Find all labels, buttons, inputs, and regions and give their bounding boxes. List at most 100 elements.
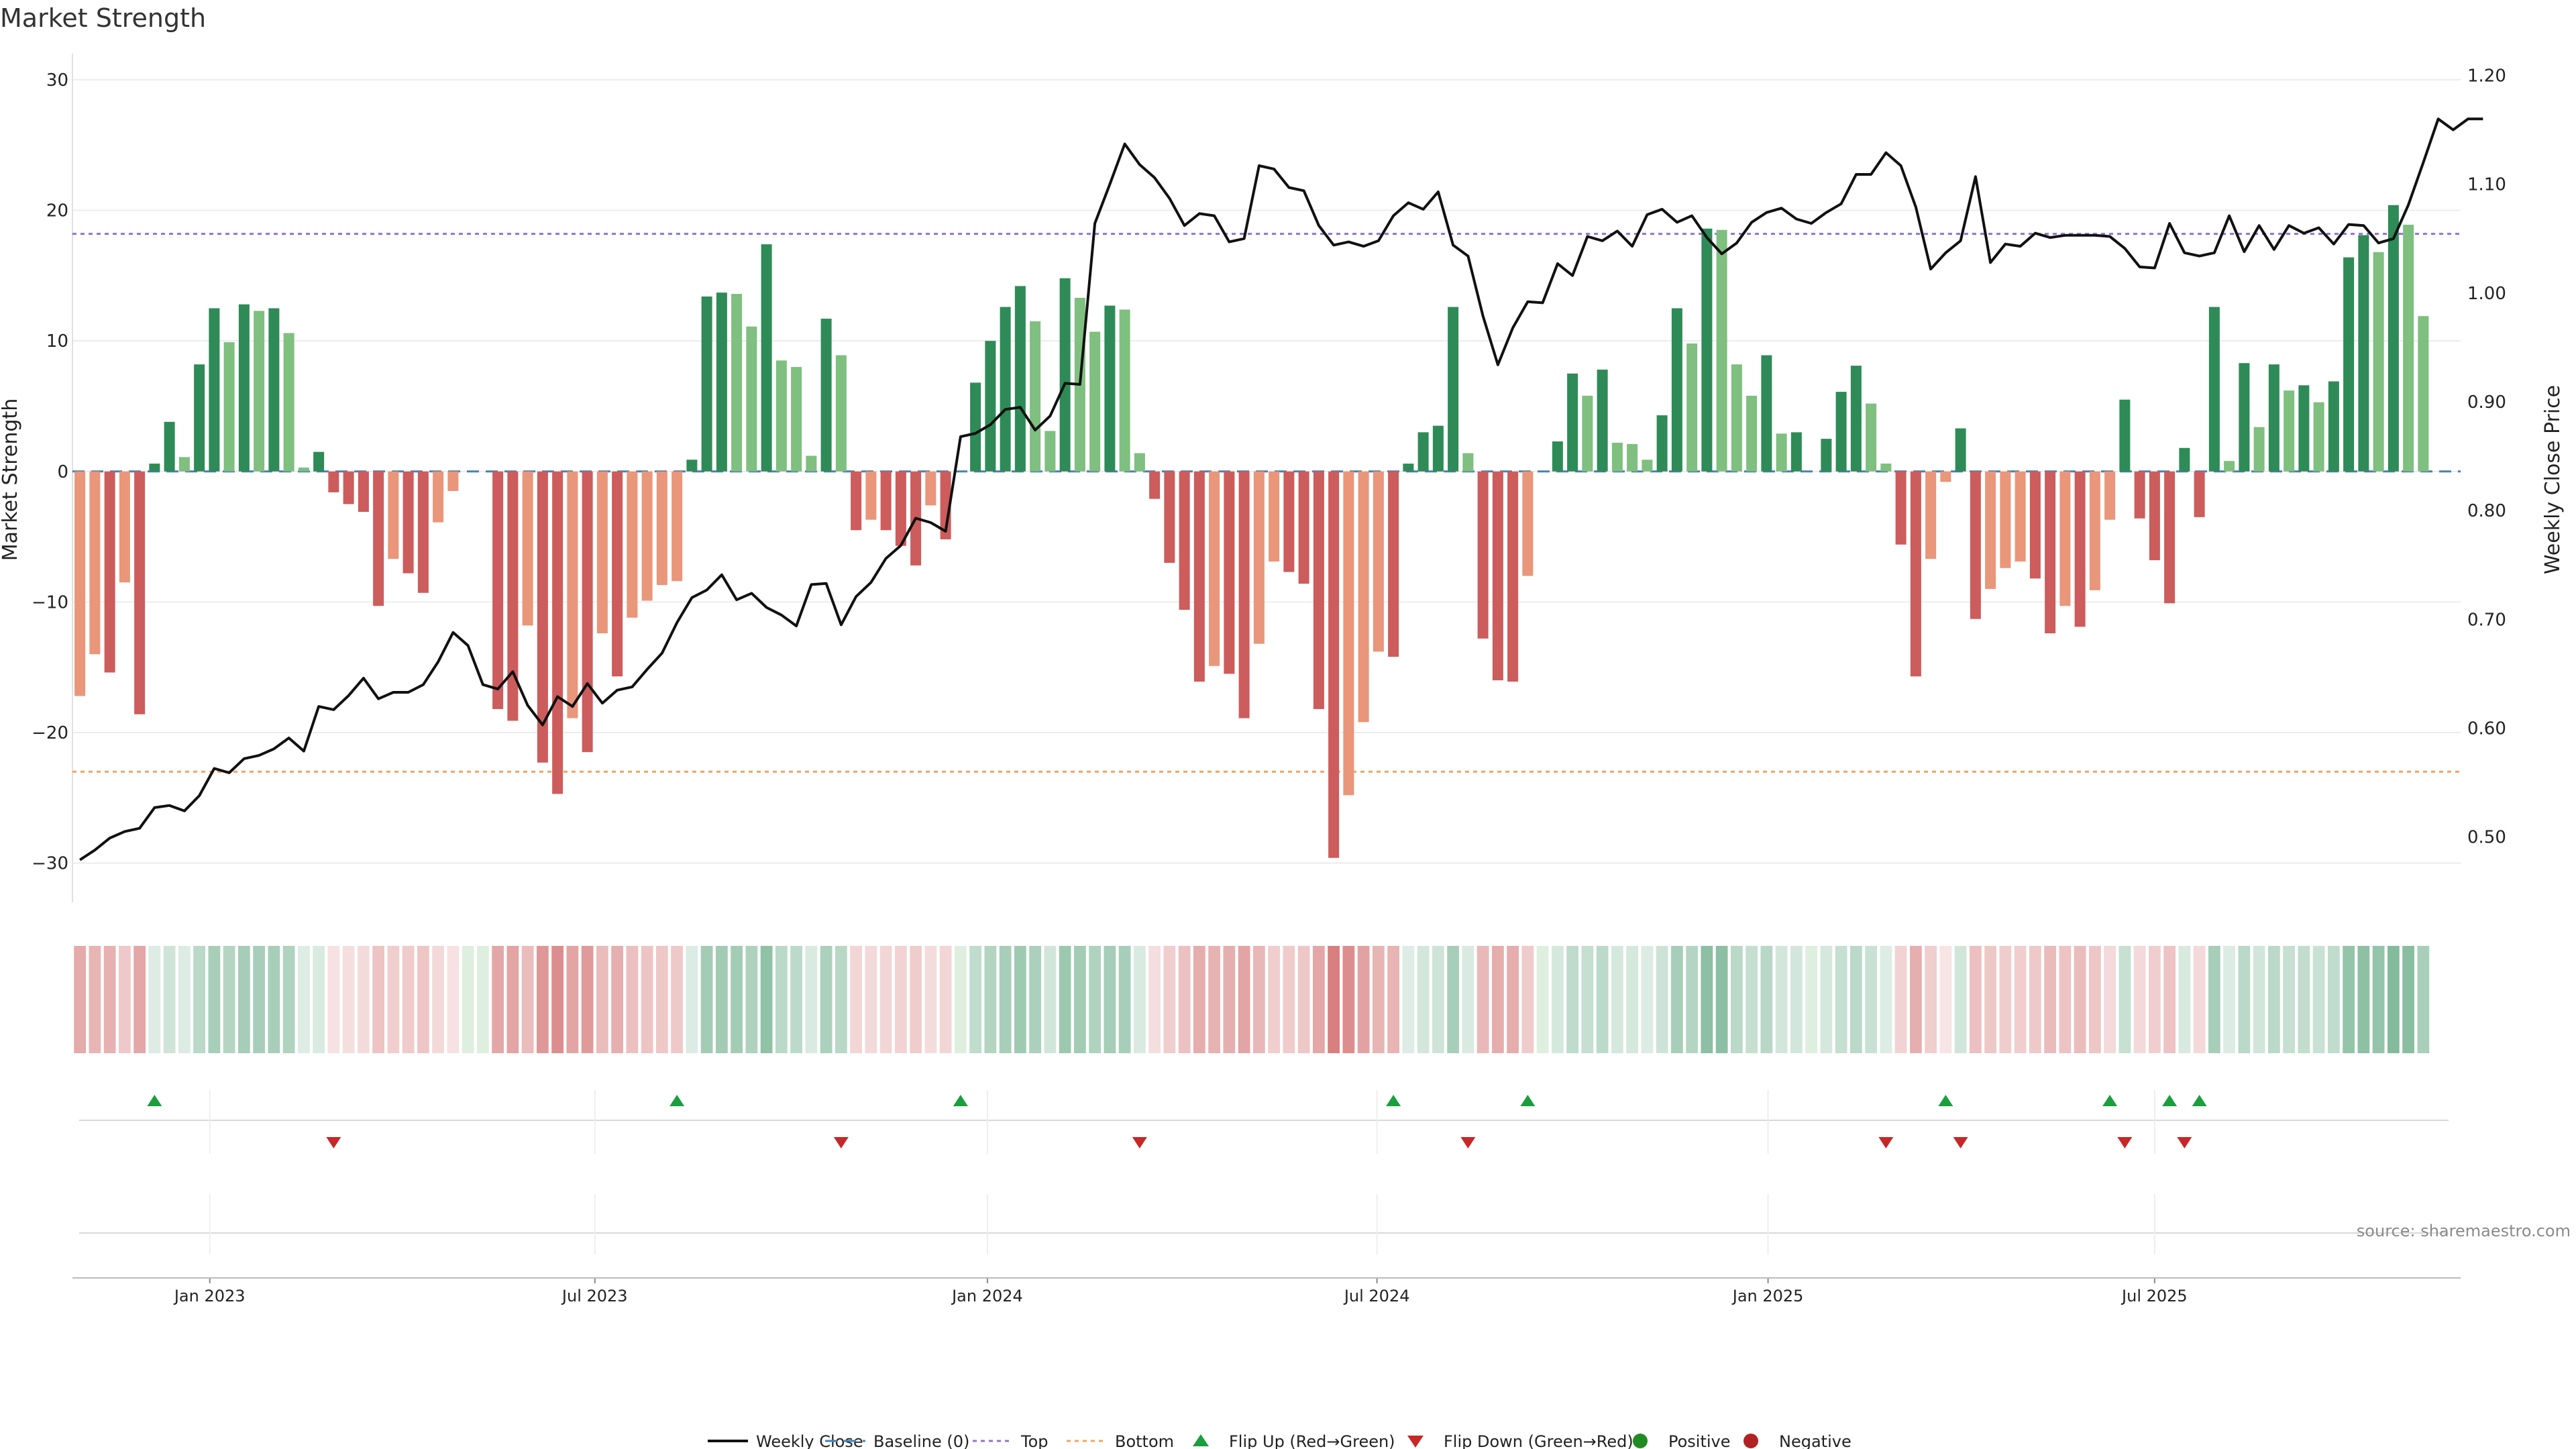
strength-bar xyxy=(1866,403,1877,472)
heat-cell xyxy=(1073,946,1086,1053)
strength-bar xyxy=(820,319,832,472)
strength-bar xyxy=(596,471,608,634)
heat-cell xyxy=(1208,946,1221,1053)
right-tick-label: 0.70 xyxy=(2467,610,2506,630)
strength-bar xyxy=(2313,402,2324,472)
legend-label: Negative xyxy=(1779,1432,1851,1449)
strength-bar xyxy=(1656,415,1668,472)
flip-up-marker xyxy=(2102,1095,2118,1106)
strength-bar xyxy=(925,471,936,506)
heat-cell xyxy=(2223,946,2236,1053)
strength-bar xyxy=(2179,447,2190,472)
strength-bar xyxy=(492,471,504,709)
heat-cell xyxy=(2118,946,2131,1053)
strength-bar xyxy=(1104,305,1116,472)
legend-label: Bottom xyxy=(1115,1432,1174,1449)
strength-bar xyxy=(612,471,623,677)
heat-cell xyxy=(2253,946,2265,1053)
heat-cell xyxy=(2104,946,2116,1053)
strength-bar xyxy=(775,360,787,472)
heat-cell xyxy=(1536,946,1549,1053)
strength-bar xyxy=(1283,471,1295,572)
heat-cell xyxy=(327,946,340,1053)
left-tick-label: 10 xyxy=(46,331,68,352)
strength-bar xyxy=(1642,460,1653,472)
heat-cell xyxy=(1999,946,2012,1053)
heat-cell xyxy=(1551,946,1564,1053)
strength-bar xyxy=(1597,369,1608,472)
strength-bar xyxy=(2328,381,2339,472)
heat-cell xyxy=(2074,946,2086,1053)
reference-lines xyxy=(72,233,2461,773)
heat-cell xyxy=(2417,946,2430,1053)
flip-up-marker xyxy=(2192,1095,2207,1106)
heat-cell xyxy=(2357,946,2370,1053)
flip-down-marker xyxy=(326,1137,341,1148)
heat-cell xyxy=(253,946,266,1053)
heat-cell xyxy=(1939,946,1952,1053)
heat-cell xyxy=(1342,946,1355,1053)
heat-cell xyxy=(1357,946,1370,1053)
right-tick-label: 0.60 xyxy=(2467,719,2506,739)
heat-cell xyxy=(492,946,504,1053)
left-tick-label: −20 xyxy=(32,723,68,743)
heat-cell xyxy=(2238,946,2251,1053)
legend-swatch-positive xyxy=(1633,1434,1648,1448)
strength-bar xyxy=(701,296,712,472)
heat-cell xyxy=(671,946,684,1053)
date-tick-label: Jan 2025 xyxy=(1731,1287,1804,1305)
legend-swatch-negative xyxy=(1743,1434,1758,1448)
flip-markers xyxy=(79,1095,2449,1234)
left-tick-label: −30 xyxy=(32,854,68,874)
right-tick-label: 0.90 xyxy=(2467,392,2506,413)
heat-cell xyxy=(1193,946,1205,1053)
heat-cell xyxy=(1432,946,1444,1053)
right-tick-label: 1.10 xyxy=(2467,175,2506,195)
heat-cell xyxy=(297,946,310,1053)
legend-label: Top xyxy=(1020,1432,1049,1449)
strength-bar xyxy=(1238,471,1250,718)
heat-cell xyxy=(2059,946,2072,1053)
heat-cell xyxy=(835,946,847,1053)
heat-cell xyxy=(1297,946,1310,1053)
heat-cell xyxy=(268,946,280,1053)
heat-cell xyxy=(1223,946,1236,1053)
strength-bar xyxy=(1000,307,1011,472)
heat-cell xyxy=(566,946,579,1053)
heat-cell xyxy=(2387,946,2400,1053)
strength-bar xyxy=(1269,471,1280,562)
strength-bar xyxy=(851,471,862,531)
chart-title: Market Strength xyxy=(0,3,206,33)
heat-cell xyxy=(1447,946,1460,1053)
heat-cell xyxy=(551,946,564,1053)
heat-cell xyxy=(1715,946,1728,1053)
heat-cell xyxy=(2298,946,2310,1053)
strength-bar xyxy=(2224,461,2235,472)
strength-bar xyxy=(1089,331,1101,472)
flip-down-marker xyxy=(1460,1137,1476,1148)
heat-cell xyxy=(357,946,370,1053)
strength-bar xyxy=(388,471,399,559)
legend-label: Flip Up (Red→Green) xyxy=(1229,1432,1395,1449)
strength-bar xyxy=(2418,316,2429,472)
heat-cell xyxy=(89,946,101,1053)
axis-ticks: −30 −20 −10 0 10 20 30 0.50 0.60 0.70 0.80 0.90 1.00… xyxy=(32,66,2506,873)
strength-bar xyxy=(238,304,250,472)
heat-cell xyxy=(1686,946,1699,1053)
strength-bar xyxy=(1507,471,1519,682)
heat-cell xyxy=(387,946,400,1053)
date-tick-label: Jul 2024 xyxy=(1343,1287,1410,1305)
heat-cell xyxy=(760,946,773,1053)
strength-bar xyxy=(582,471,593,753)
heat-cell xyxy=(1566,946,1579,1053)
heat-cell xyxy=(641,946,653,1053)
heat-cell xyxy=(1596,946,1609,1053)
heat-cell xyxy=(969,946,982,1053)
strength-bar xyxy=(1701,228,1713,472)
strength-bar xyxy=(2119,399,2131,472)
heat-cell xyxy=(2178,946,2191,1053)
strength-bar xyxy=(1059,278,1071,472)
heat-cell xyxy=(910,946,922,1053)
heat-cell xyxy=(1089,946,1102,1053)
heat-cell xyxy=(148,946,161,1053)
